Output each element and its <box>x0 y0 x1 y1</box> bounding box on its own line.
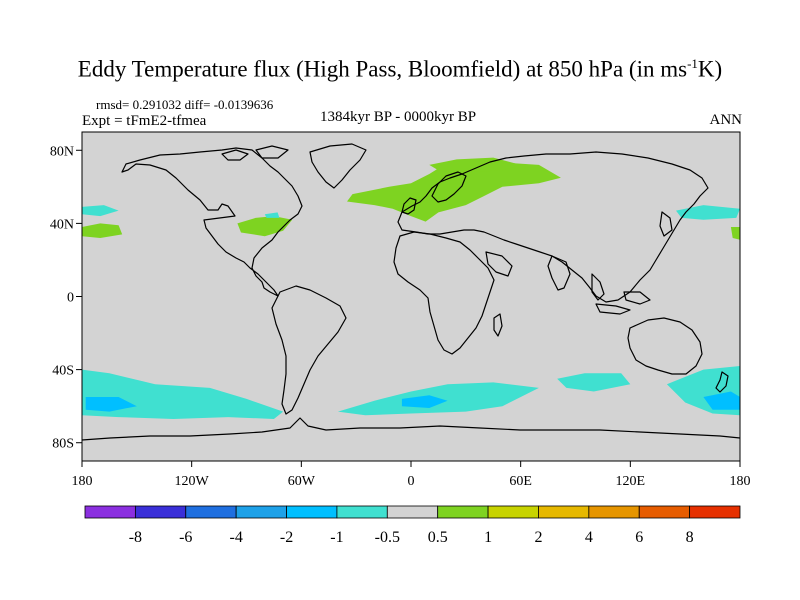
colorbar-swatch <box>84 505 136 519</box>
coast-madagascar <box>493 313 503 337</box>
anomaly-region-labrador-cyan <box>264 212 280 218</box>
chart-title-suffix: K) <box>697 56 723 82</box>
colorbar-swatch <box>235 505 287 519</box>
chart-title: Eddy Temperature flux (High Pass, Bloomf… <box>0 56 800 83</box>
coast-greenland <box>309 143 367 189</box>
anomaly-region-nw-pacific-cyan <box>676 205 740 220</box>
lat-tick-label: 80S <box>52 437 74 452</box>
coast-se-asia <box>591 273 651 315</box>
anomaly-region-scandinavia-barents <box>429 157 521 173</box>
coast-antarctica <box>82 417 740 441</box>
anomaly-region-north-pacific-west-edge <box>730 227 740 240</box>
coast-arabia <box>485 251 513 277</box>
colorbar-swatch <box>134 505 187 519</box>
colorbar-label: -8 <box>129 529 142 546</box>
coast-japan <box>659 211 673 237</box>
lat-tick-label: 0 <box>67 291 74 306</box>
colorbar-swatch <box>588 505 640 519</box>
coast-scandinavia <box>431 171 467 203</box>
lon-tick-label: 180 <box>72 474 93 489</box>
anomaly-region-north-pacific-cyan <box>82 205 119 217</box>
colorbar-label: 0.5 <box>428 529 448 546</box>
colorbar-label: 8 <box>686 529 694 546</box>
colorbar-label: -4 <box>229 529 242 546</box>
lon-tick-label: 60E <box>509 474 532 489</box>
coast-australia <box>627 317 703 375</box>
anomaly-regions <box>82 157 740 419</box>
colorbar-label: -1 <box>330 529 343 546</box>
anomaly-region-tasman-deep <box>703 391 740 410</box>
period-label: 1384kyr BP - 0000kyr BP <box>320 109 477 125</box>
lat-tick-label: 40S <box>52 364 74 379</box>
coast-arctic-islands <box>221 145 289 161</box>
lon-tick-label: 0 <box>408 474 415 489</box>
chart-title-main: Eddy Temperature flux (High Pass, Bloomf… <box>77 56 688 82</box>
lon-tick-label: 180 <box>730 474 751 489</box>
anomaly-region-north-atlantic-europe <box>347 161 561 222</box>
anomaly-region-south-atlantic-deep <box>401 395 448 408</box>
colorbar-swatch <box>386 505 439 519</box>
anomaly-region-north-pacific-east <box>82 223 123 238</box>
lat-tick-label: 40N <box>50 217 74 232</box>
latitude-axis: 80N 40N 0 40S 80S <box>50 144 82 452</box>
colorbar-swatch <box>286 505 338 519</box>
coast-north-america <box>121 147 303 297</box>
lon-tick-label: 120W <box>175 474 210 489</box>
coast-south-america <box>271 285 347 415</box>
lon-tick-label: 60W <box>288 474 316 489</box>
lon-tick-label: 120E <box>616 474 646 489</box>
lat-tick-label: 80N <box>50 144 74 159</box>
coast-new-zealand <box>715 371 729 393</box>
colorbar-label: 2 <box>534 529 542 546</box>
colorbar-label: 1 <box>484 529 492 546</box>
colorbar-label: -2 <box>280 529 293 546</box>
coast-british-isles <box>401 197 417 215</box>
anomaly-region-southern-ocean-indian-east <box>557 373 631 392</box>
colorbar-swatch <box>638 505 691 519</box>
colorbar: -8 -6 -4 -2 -1 -0.5 0.5 1 2 4 6 8 <box>84 505 741 546</box>
colorbar-swatch <box>437 505 489 519</box>
colorbar-swatch <box>538 505 590 519</box>
colorbar-label: -0.5 <box>375 529 400 546</box>
colorbar-label: 6 <box>635 529 643 546</box>
coastlines <box>82 143 740 441</box>
colorbar-swatch <box>185 505 237 519</box>
colorbar-swatch <box>689 505 741 519</box>
coast-africa <box>393 231 495 355</box>
rmsd-diff-text: rmsd= 0.291032 diff= -0.0139636 <box>96 97 274 112</box>
anomaly-region-south-pacific-deep <box>85 397 137 412</box>
season-label: ANN <box>709 112 743 128</box>
colorbar-swatch <box>487 505 539 519</box>
colorbar-swatch <box>336 505 388 519</box>
colorbar-label: -6 <box>179 529 192 546</box>
coast-india <box>547 255 571 291</box>
longitude-axis: 180 120W 60W 0 60E 120E 180 <box>72 461 751 489</box>
chart-title-superscript: -1 <box>687 56 698 71</box>
experiment-label: Expt = tFmE2-tfmea <box>82 113 207 129</box>
colorbar-label: 4 <box>585 529 593 546</box>
